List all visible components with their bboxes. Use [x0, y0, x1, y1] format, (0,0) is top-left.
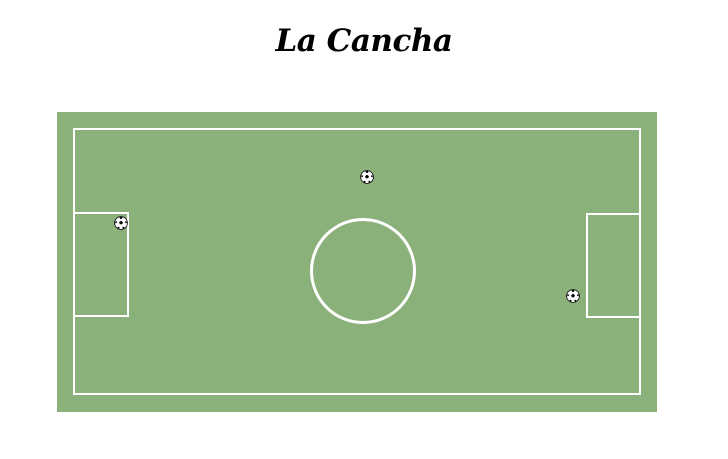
soccer-ball-icon-graphic	[566, 289, 580, 303]
page-title: La Cancha	[275, 23, 453, 59]
soccer-ball-icon[interactable]	[360, 170, 374, 184]
soccer-ball-icon[interactable]	[114, 216, 128, 230]
soccer-ball-icon-graphic	[360, 170, 374, 184]
field-boundary-line	[73, 128, 641, 395]
soccer-field	[57, 112, 657, 412]
right-goal-area	[586, 213, 641, 318]
center-circle	[310, 218, 416, 324]
soccer-ball-icon-graphic	[114, 216, 128, 230]
left-goal-area	[73, 212, 129, 317]
soccer-ball-icon[interactable]	[566, 289, 580, 303]
